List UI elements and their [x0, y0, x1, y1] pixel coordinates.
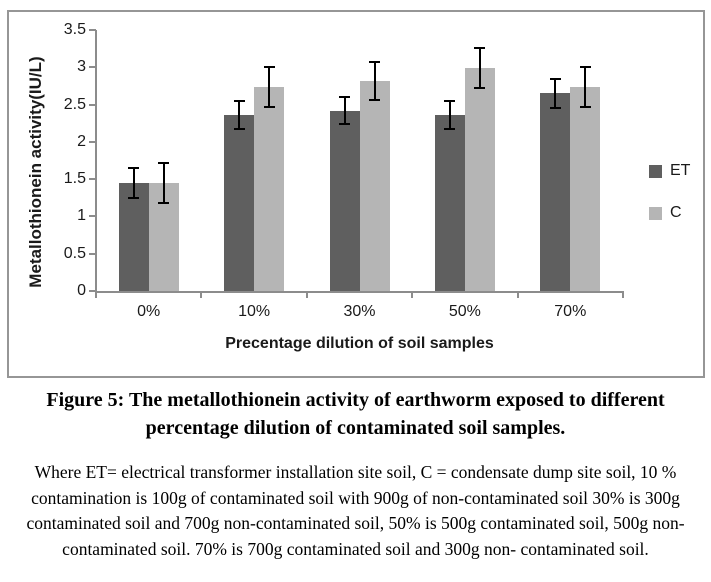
x-category-label: 10% — [238, 303, 271, 320]
x-category-label: 50% — [448, 303, 481, 320]
x-axis-line — [95, 291, 624, 293]
bar-ET — [224, 115, 255, 291]
error-bar-stem — [268, 65, 271, 108]
error-bar-stem — [373, 60, 376, 101]
legend-item: C — [649, 204, 690, 222]
error-bar-stem — [478, 47, 481, 89]
x-tick — [305, 291, 308, 298]
y-tick-label: 3.5 — [63, 21, 86, 38]
y-tick-label: 2.5 — [63, 95, 86, 113]
x-category-label: 70% — [554, 303, 587, 320]
error-bar-cap — [369, 98, 380, 101]
x-axis-title: Precentage dilution of soil samples — [225, 335, 494, 352]
figure-caption-body: Where ET= electrical transformer install… — [26, 462, 685, 559]
x-tick — [516, 291, 519, 298]
x-category-label: 0% — [137, 303, 161, 320]
y-tick-label: 1.5 — [63, 170, 86, 188]
legend-label: C — [670, 204, 682, 221]
x-category-label: 30% — [343, 303, 376, 320]
figure-caption-title: Figure 5: The metallothionein activity o… — [46, 389, 665, 439]
x-tick — [411, 291, 414, 298]
error-bar — [233, 100, 245, 130]
error-bar-stem — [343, 95, 346, 126]
error-bar — [128, 167, 140, 199]
bar-ET — [118, 182, 149, 291]
error-bar — [579, 65, 591, 108]
bar-ET — [434, 115, 465, 291]
y-tick-label: 0.5 — [63, 244, 86, 262]
y-tick — [89, 215, 96, 218]
y-axis-line — [95, 30, 97, 292]
error-bar — [339, 95, 350, 126]
legend-label: ET — [670, 162, 691, 179]
y-tick — [89, 29, 96, 31]
bar-C — [570, 86, 601, 291]
error-bar-stem — [238, 100, 241, 130]
bar-C — [359, 80, 390, 291]
error-bar — [474, 47, 486, 89]
error-bar-stem — [584, 65, 587, 108]
error-bar-stem — [448, 100, 451, 130]
chart-panel: Metallothionein activity(IU/L) 0 0.5 1 1.5 2… — [7, 10, 705, 378]
error-bar-cap — [474, 86, 486, 89]
y-tick-label: 0 — [77, 282, 86, 299]
error-bar — [369, 60, 380, 101]
error-bar-cap — [158, 201, 170, 204]
y-tick — [89, 103, 96, 106]
error-bar-cap — [444, 127, 456, 130]
error-bar-cap — [263, 105, 275, 108]
x-tick — [200, 291, 203, 298]
x-tick — [95, 291, 97, 298]
error-bar-cap — [339, 123, 350, 126]
plot-area: 0 0.5 1 1.5 2 2.5 3 3.5 0% 10% 30% 50% 70% — [64, 21, 624, 320]
bar-ET — [540, 93, 571, 291]
error-bar-cap — [579, 105, 591, 108]
bar-C — [464, 68, 495, 291]
bar-ET — [329, 110, 360, 291]
y-tick — [89, 66, 96, 69]
y-tick — [89, 290, 96, 292]
y-tick-label: 1 — [77, 207, 86, 225]
error-bar-stem — [162, 161, 165, 204]
error-bar-cap — [233, 127, 245, 130]
error-bar-stem — [132, 167, 135, 199]
legend: ET C — [649, 162, 690, 246]
x-tick — [622, 291, 624, 298]
error-bar — [549, 77, 561, 110]
error-bar-stem — [554, 77, 557, 110]
y-tick — [89, 178, 96, 181]
bar-C — [254, 86, 285, 291]
error-bar — [263, 65, 275, 108]
y-tick-label: 3 — [77, 58, 86, 76]
y-tick — [89, 252, 96, 255]
error-bar-cap — [128, 196, 140, 199]
y-tick-label: 2 — [77, 132, 86, 150]
error-bar — [158, 161, 170, 204]
y-tick — [89, 140, 96, 143]
error-bar-cap — [549, 107, 561, 110]
error-bar — [444, 100, 456, 130]
legend-swatch — [649, 164, 662, 178]
legend-swatch — [649, 206, 662, 220]
legend-item: ET — [649, 162, 690, 180]
